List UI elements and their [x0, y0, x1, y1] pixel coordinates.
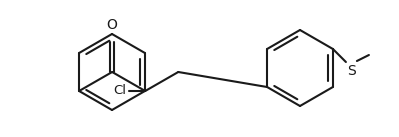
Text: S: S — [347, 64, 356, 78]
Text: O: O — [107, 18, 118, 32]
Text: Cl: Cl — [113, 85, 126, 98]
